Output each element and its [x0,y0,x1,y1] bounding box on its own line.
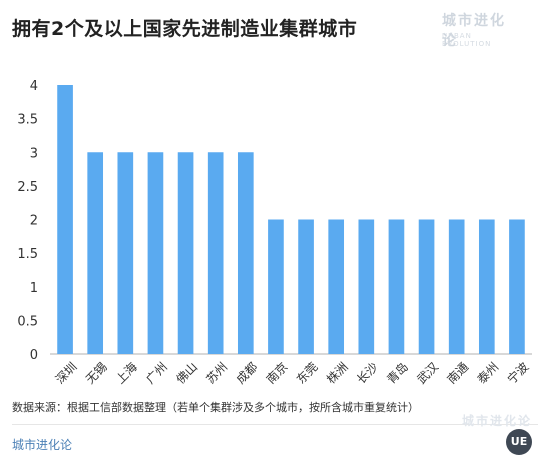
chart-title: 拥有2个及以上国家先进制造业集群城市 [12,18,358,40]
bar-11 [388,219,405,354]
x-tick-label: 深圳 [53,360,80,387]
bar-4 [177,152,194,354]
bar-10 [358,219,375,354]
y-tick-label: 4 [30,79,38,94]
y-tick-label: 2.5 [17,180,38,195]
y-tick-label: 3 [30,146,38,161]
x-tick-label: 南京 [263,359,291,387]
x-axis-labels: 深圳 无锡 上海 广州 佛山 苏州 成都 南京 东莞 株洲 长沙 青岛 武汉 南通 泰州 宁波 [53,359,532,387]
bar-2 [117,152,134,354]
bar-9 [328,219,345,354]
footer-divider [12,424,538,425]
x-tick-label: 上海 [112,359,140,387]
bar-6 [237,152,254,354]
brand-logo: UE [506,429,532,455]
x-tick-label: 长沙 [354,360,381,387]
watermark-brand-en: URBAN EVOLUTION [442,32,492,48]
x-tick-label: 苏州 [203,360,230,387]
x-tick-label: 武汉 [414,360,441,387]
watermark-top: 城市进化论 URBAN EVOLUTION [442,6,520,50]
x-tick-label: 无锡 [82,359,110,387]
y-tick-label: 0.5 [17,314,38,329]
x-tick-label: 成都 [234,360,261,387]
y-tick-label: 3.5 [17,113,38,128]
x-tick-label: 广州 [143,360,170,387]
bar-0 [57,85,73,354]
watermark-brand: 城市进化论 [442,13,506,49]
x-tick-label: 株洲 [323,359,351,387]
source-note: 数据来源：根据工信部数据整理（若单个集群涉及多个城市，按所含城市重复统计） [12,401,419,414]
bar-chart: 0 0.5 1 1.5 2 2.5 3 3.5 4 深圳 无锡 上海 广州 佛山 苏州 成都 南京 东莞 株洲 长沙… [17,79,532,387]
bar-15 [509,219,525,354]
y-tick-label: 0 [30,348,38,363]
x-tick-label: 青岛 [383,359,411,387]
bar-5 [207,152,224,354]
y-tick-label: 1 [30,281,38,296]
y-tick-label: 1.5 [17,247,38,262]
bar-14 [478,219,495,354]
x-tick-label: 宁波 [504,359,532,387]
watermark-bottom: 城市进化论 [462,414,533,428]
x-tick-label: 泰州 [475,360,502,387]
bar-1 [87,152,104,354]
bars-group [57,85,525,354]
x-tick-label: 东莞 [294,360,321,387]
bar-8 [298,219,314,354]
x-tick-label: 佛山 [173,360,200,387]
x-tick-label: 南通 [444,359,472,387]
bar-13 [448,219,465,354]
footer-brand-name: 城市进化论 [12,438,73,452]
bar-7 [268,219,284,354]
bar-12 [418,219,435,354]
bar-3 [147,152,164,354]
y-tick-label: 2 [30,214,38,229]
